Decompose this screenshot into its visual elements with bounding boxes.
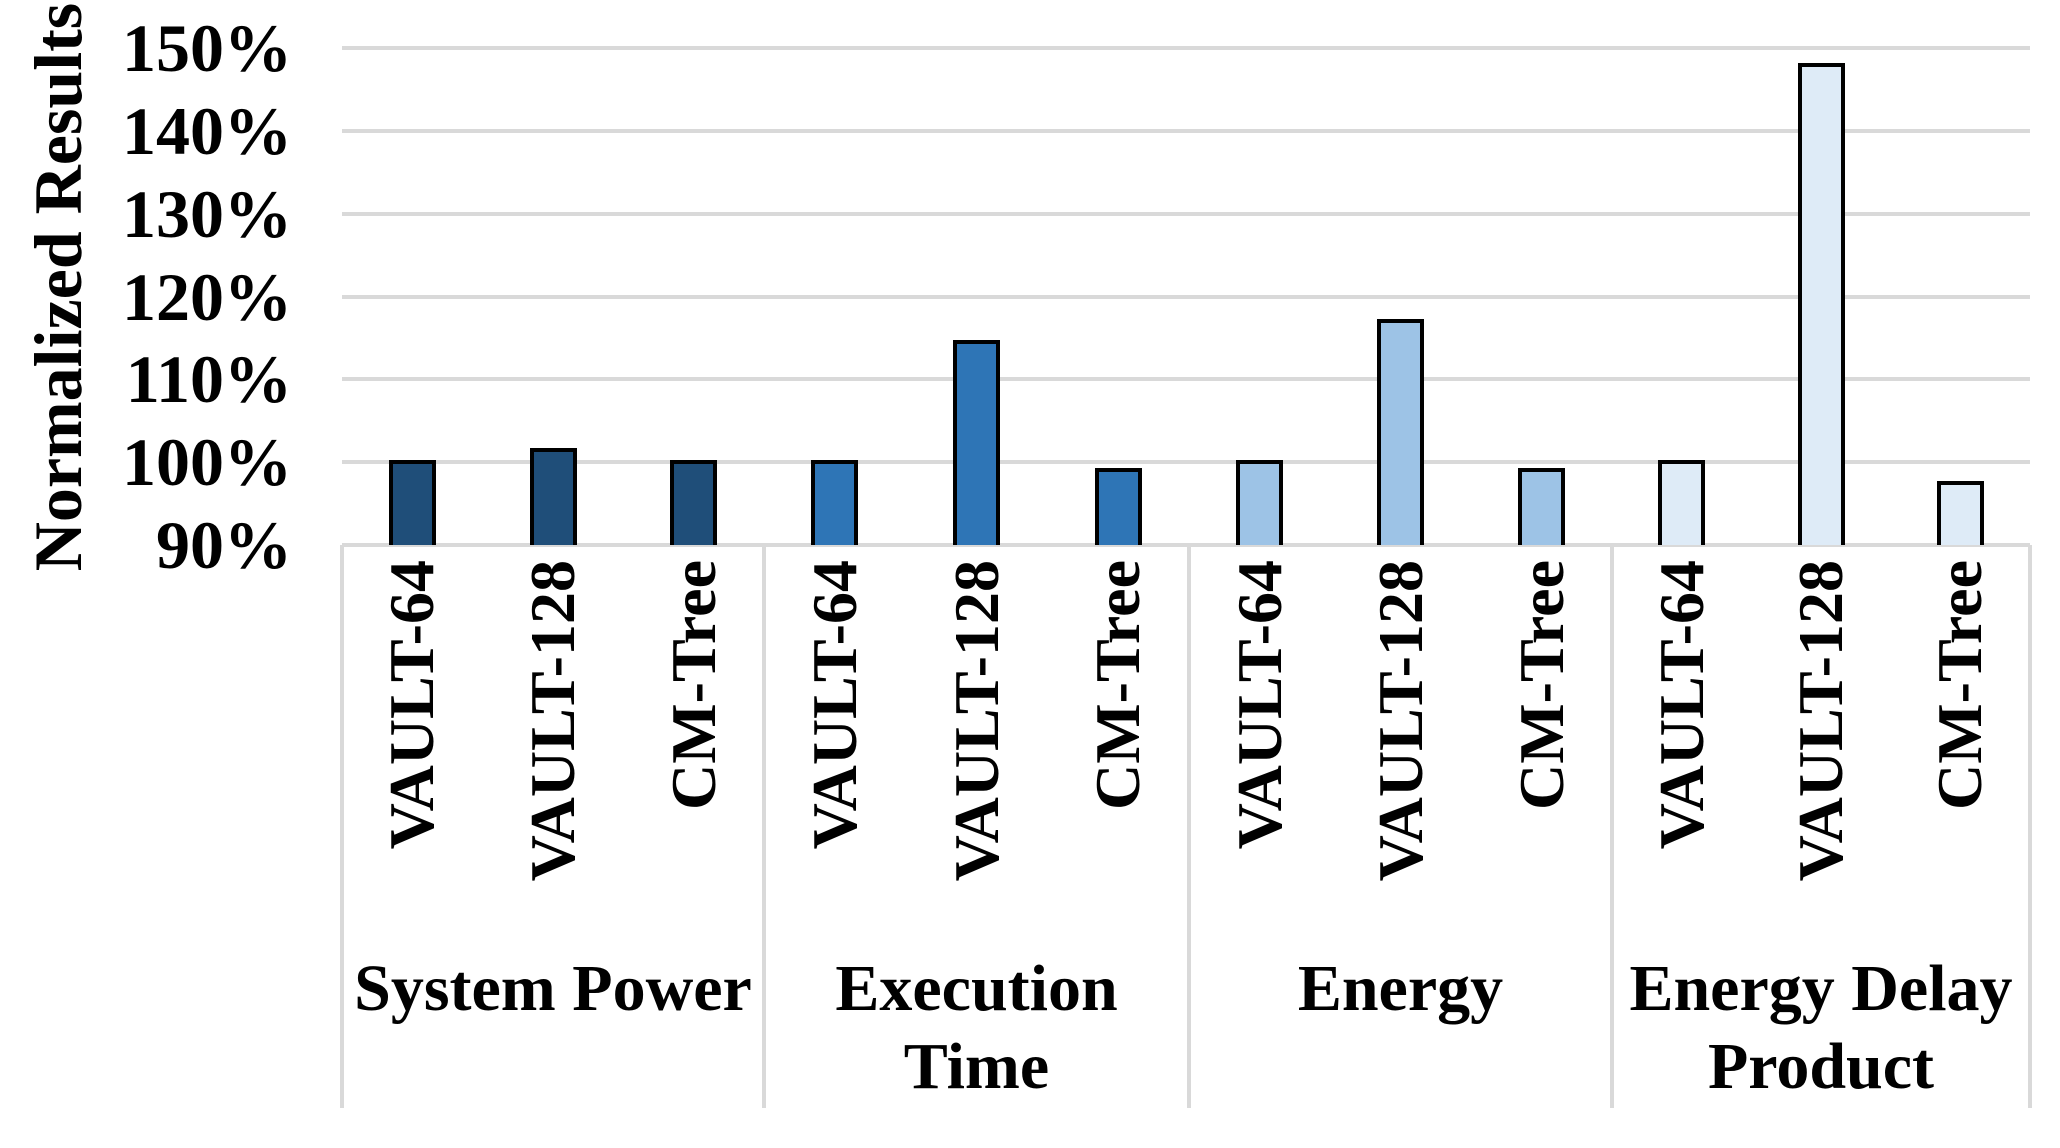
category-label: VAULT-64 <box>1645 560 1717 850</box>
group-divider <box>1610 545 1614 1108</box>
group-label: Energy <box>1197 950 1604 1028</box>
y-tick-label: 90% <box>156 507 292 583</box>
group-label: Energy Delay Product <box>1620 950 2022 1106</box>
gridline <box>342 46 2030 50</box>
category-label: VAULT-128 <box>517 560 588 882</box>
gridline <box>342 128 2030 133</box>
category-label: VAULT-64 <box>1223 560 1295 850</box>
group-divider <box>1187 545 1191 1108</box>
bar <box>1377 319 1424 545</box>
bar <box>1518 468 1565 545</box>
y-tick-label: 120% <box>122 258 292 335</box>
group-divider <box>2028 545 2032 1108</box>
category-label: VAULT-128 <box>1785 560 1856 882</box>
category-label: CM-Tree <box>1505 560 1577 810</box>
y-tick-label: 140% <box>122 92 292 169</box>
category-label: VAULT-128 <box>940 560 1012 882</box>
y-tick-label: 130% <box>122 175 292 252</box>
bar <box>1797 62 1845 545</box>
gridline <box>342 377 2030 382</box>
group-label-line: Energy Delay <box>1629 952 2013 1025</box>
group-label-line: Execution <box>835 952 1118 1025</box>
group-label: System Power <box>350 950 756 1028</box>
bar <box>811 460 859 545</box>
gridline <box>342 543 2030 547</box>
group-label: Execution Time <box>772 950 1181 1106</box>
category-label: VAULT-128 <box>1364 560 1436 882</box>
group-label-line: System Power <box>354 952 752 1025</box>
bar <box>1094 468 1142 545</box>
group-divider <box>762 545 766 1108</box>
y-tick-label: 100% <box>122 424 292 501</box>
category-label: CM-Tree <box>657 560 729 810</box>
bar <box>1936 480 1984 545</box>
bar <box>1658 460 1706 545</box>
bar <box>1236 460 1283 545</box>
group-divider <box>340 545 344 1108</box>
category-label: CM-Tree <box>1924 560 1996 810</box>
category-label: CM-Tree <box>1082 560 1154 810</box>
y-tick-label: 150% <box>122 10 292 86</box>
category-label: VAULT-64 <box>376 560 448 850</box>
bar <box>670 460 718 545</box>
group-label-line: Energy <box>1297 952 1504 1025</box>
group-label-line: Time <box>903 1030 1050 1103</box>
gridline <box>342 211 2030 216</box>
gridline <box>342 460 2030 465</box>
gridline <box>342 294 2030 299</box>
bar <box>529 447 577 545</box>
group-label-line: Product <box>1707 1030 1935 1103</box>
bar <box>388 460 436 545</box>
bar <box>953 340 1000 545</box>
y-tick-label: 110% <box>125 341 292 418</box>
category-label: VAULT-64 <box>798 560 870 850</box>
